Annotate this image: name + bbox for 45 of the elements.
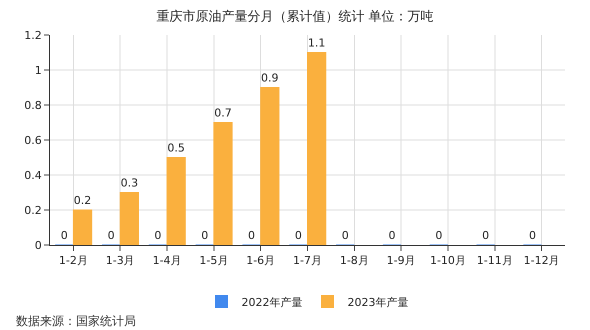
bar — [307, 52, 326, 245]
data-label: 1.1 — [308, 36, 326, 50]
legend-label: 2023年产量 — [348, 296, 408, 309]
x-tick-label: 1-10月 — [430, 254, 466, 268]
data-label: 0.3 — [120, 176, 138, 190]
y-tick-label: 0.2 — [24, 204, 42, 217]
data-label: 0 — [482, 229, 490, 242]
x-tick-label: 1-12月 — [524, 254, 560, 268]
data-label: 0 — [60, 229, 68, 242]
bar — [72, 210, 92, 245]
data-label: 0 — [294, 229, 302, 242]
y-tick-label: 1.2 — [24, 28, 42, 42]
x-tick-label: 1-2月 — [58, 254, 88, 268]
data-label: 0 — [435, 229, 442, 242]
bar — [120, 192, 139, 245]
legend-label: 2022年产量 — [242, 296, 302, 309]
y-tick-label: 0.6 — [24, 134, 42, 147]
chart-title: 重庆市原油产量分月（累计值）统计 单位：万吨 — [156, 10, 434, 25]
data-label: 0 — [388, 229, 396, 242]
x-tick-label: 1-5月 — [199, 254, 228, 268]
source-note: 数据来源：国家统计局 — [16, 314, 136, 328]
x-tick-label: 1-9月 — [386, 254, 416, 268]
data-label: 0.5 — [167, 142, 185, 154]
data-label: 0 — [342, 229, 349, 242]
data-label: 0 — [201, 229, 208, 242]
bar — [213, 122, 233, 245]
data-label: 0 — [108, 229, 115, 242]
bar — [166, 157, 186, 245]
x-tick-label: 1-11月 — [476, 254, 513, 268]
data-label: 0.7 — [214, 106, 232, 120]
bar — [260, 87, 280, 245]
data-label: 0.2 — [74, 194, 92, 207]
x-tick-label: 1-3月 — [106, 254, 135, 268]
data-label: 0.9 — [261, 72, 279, 84]
y-tick-label: 0 — [34, 238, 42, 252]
y-tick-label: 1 — [34, 64, 42, 77]
x-tick-label: 1-7月 — [293, 254, 322, 268]
x-tick-label: 1-8月 — [340, 254, 369, 268]
data-label: 0 — [248, 229, 256, 242]
y-tick-label: 0.4 — [24, 168, 42, 182]
x-tick-label: 1-4月 — [152, 254, 182, 268]
x-tick-label: 1-6月 — [246, 254, 276, 268]
data-label: 0 — [528, 229, 536, 242]
y-tick-label: 0.8 — [24, 98, 42, 112]
data-label: 0 — [154, 229, 162, 242]
